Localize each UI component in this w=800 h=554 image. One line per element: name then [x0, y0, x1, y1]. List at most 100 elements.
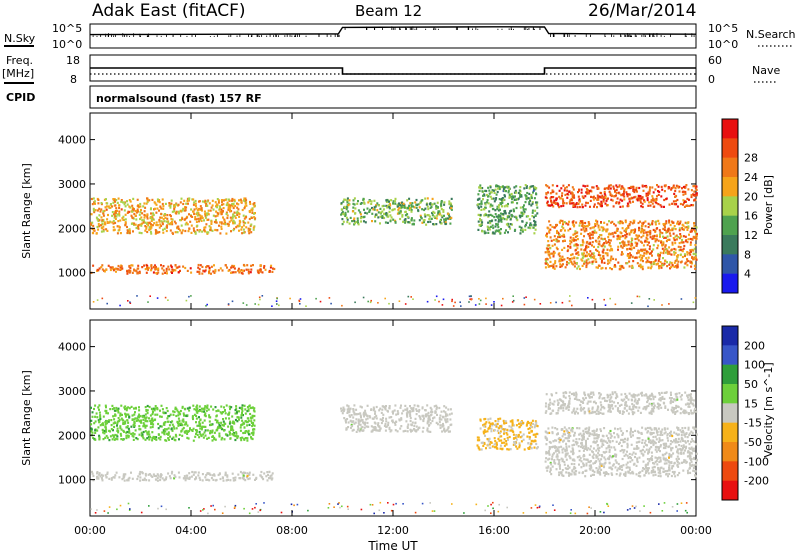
scatter-cell — [546, 185, 549, 188]
scatter-cell — [659, 264, 662, 268]
scatter-cell — [195, 212, 198, 216]
scatter-cell — [687, 226, 690, 229]
scatter-cell — [146, 437, 149, 440]
scatter-cell — [167, 472, 170, 475]
scatter-cell — [210, 206, 213, 209]
scatter-cell — [576, 267, 579, 270]
scatter-cell — [97, 426, 100, 429]
scatter-cell — [431, 410, 434, 414]
scatter-cell — [105, 208, 108, 211]
scatter-cell — [525, 221, 528, 224]
scatter-cell — [352, 428, 355, 431]
scatter-cell — [252, 433, 255, 436]
scatter-cell — [271, 472, 274, 475]
scatter-speckle — [245, 304, 248, 306]
scatter-cell — [194, 231, 197, 234]
scatter-cell — [613, 264, 616, 267]
scatter-cell — [507, 185, 510, 188]
scatter-cell — [231, 205, 234, 208]
scatter-cell — [510, 201, 513, 204]
scatter-cell — [352, 408, 355, 411]
scatter-cell — [163, 429, 166, 432]
scatter-cell — [144, 406, 147, 409]
scatter-cell — [482, 444, 485, 447]
power-x-axis-ticks — [89, 113, 697, 309]
scatter-cell — [119, 427, 122, 430]
scatter-cell — [426, 205, 429, 208]
scatter-cell — [98, 207, 101, 210]
scatter-cell — [117, 264, 120, 268]
scatter-cell — [628, 260, 631, 263]
scatter-cell — [111, 211, 114, 214]
scatter-cell — [348, 411, 351, 414]
scatter-cell — [388, 206, 391, 209]
scatter-cell — [199, 409, 202, 412]
scatter-cell — [130, 405, 133, 408]
scatter-cell — [510, 195, 513, 198]
noise-panel: N.Sky 10^5 10^0 10^5 10^0 N.Search — [4, 22, 796, 51]
scatter-cell — [562, 263, 564, 266]
scatter-cell — [682, 247, 685, 250]
scatter-cell — [647, 225, 650, 229]
scatter-cell — [156, 231, 159, 234]
scatter-cell — [345, 421, 347, 424]
scatter-cell — [534, 439, 537, 442]
scatter-cell — [440, 204, 443, 207]
scatter-cell — [500, 220, 503, 223]
scatter-cell — [208, 420, 211, 423]
scatter-cell — [251, 431, 254, 434]
scatter-cell — [155, 231, 158, 234]
scatter-cell — [498, 230, 501, 233]
scatter-cell — [687, 221, 690, 224]
scatter-cell — [494, 188, 497, 191]
scatter-cell — [674, 265, 677, 268]
scatter-cell — [181, 405, 184, 408]
scatter-cell — [536, 206, 539, 209]
scatter-cell — [105, 430, 108, 433]
scatter-cell — [170, 264, 172, 267]
scatter-cell — [418, 415, 421, 418]
scatter-cell — [208, 266, 211, 270]
scatter-cell — [438, 210, 441, 213]
scatter-cell — [356, 219, 359, 222]
scatter-cell — [115, 471, 118, 474]
scatter-cell — [160, 264, 162, 267]
scatter-cell — [561, 219, 564, 223]
scatter-cell — [608, 190, 611, 193]
scatter-cell — [206, 200, 209, 203]
scatter-cell — [673, 251, 676, 254]
scatter-cell — [510, 426, 513, 429]
scatter-cell — [566, 196, 569, 199]
scatter-cell — [639, 263, 642, 266]
scatter-cell — [359, 211, 362, 214]
scatter-cell — [129, 200, 132, 203]
scatter-cell — [613, 195, 616, 198]
scatter-cell — [239, 198, 242, 201]
scatter-cell — [665, 220, 668, 223]
scatter-cell — [506, 215, 509, 218]
scatter-cell — [602, 200, 605, 203]
scatter-cell — [549, 197, 552, 200]
scatter-cell — [581, 221, 583, 224]
scatter-cell — [142, 219, 145, 222]
scatter-cell — [161, 267, 164, 270]
scatter-cell — [663, 224, 666, 227]
scatter-cell — [606, 262, 609, 265]
scatter-cell — [125, 434, 128, 437]
scatter-cell — [582, 253, 585, 256]
scatter-cell — [101, 219, 104, 222]
scatter-cell — [389, 214, 392, 217]
scatter-cell — [362, 421, 364, 424]
scatter-cell — [545, 184, 548, 187]
scatter-cell — [99, 424, 102, 427]
scatter-cell — [392, 202, 395, 205]
scatter-cell — [670, 266, 673, 269]
cpid-panel: CPID normalsound (fast) 157 RF — [6, 85, 697, 109]
scatter-cell — [430, 408, 433, 411]
scatter-cell — [689, 243, 692, 246]
scatter-cell — [154, 268, 157, 271]
scatter-cell — [394, 421, 396, 424]
scatter-cell — [191, 470, 194, 474]
scatter-speckle — [587, 297, 589, 299]
scatter-cell — [585, 251, 588, 254]
